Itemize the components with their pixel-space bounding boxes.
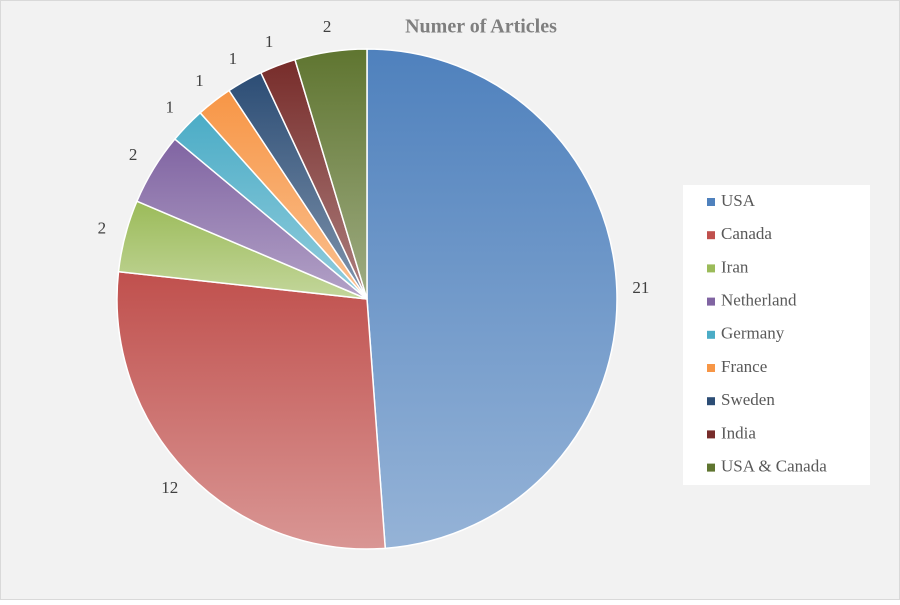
pie-slice	[116, 270, 387, 550]
legend-swatch	[707, 297, 715, 306]
legend-label: France	[721, 357, 767, 376]
legend-swatch	[707, 264, 715, 273]
legend-swatch	[707, 430, 715, 439]
legend-label: Germany	[721, 324, 785, 343]
legend-swatch	[707, 463, 715, 472]
pie-slice	[366, 48, 618, 550]
legend-label: USA	[721, 191, 756, 210]
legend-swatch	[707, 397, 715, 406]
legend-swatch	[707, 231, 715, 240]
legend-label: Netherland	[721, 291, 797, 310]
legend-swatch	[707, 330, 715, 339]
legend-label: Iran	[721, 257, 749, 276]
legend-label: India	[721, 423, 756, 442]
legend-label: Canada	[721, 224, 772, 243]
legend-swatch	[707, 364, 715, 372]
chart-title: Numer of Articles	[405, 16, 557, 38]
data-label: 1	[165, 98, 174, 117]
data-label: 1	[265, 32, 274, 51]
data-label: 12	[161, 478, 178, 497]
data-label: 1	[229, 49, 238, 68]
legend-label: USA & Canada	[721, 457, 827, 476]
pie-slice	[294, 48, 368, 300]
data-label: 2	[98, 219, 107, 238]
legend-label: Sweden	[721, 390, 775, 409]
data-label: 2	[323, 17, 332, 36]
data-label: 21	[632, 278, 649, 297]
data-label: 1	[195, 71, 204, 90]
legend-swatch	[707, 198, 715, 206]
data-label: 2	[129, 145, 138, 164]
